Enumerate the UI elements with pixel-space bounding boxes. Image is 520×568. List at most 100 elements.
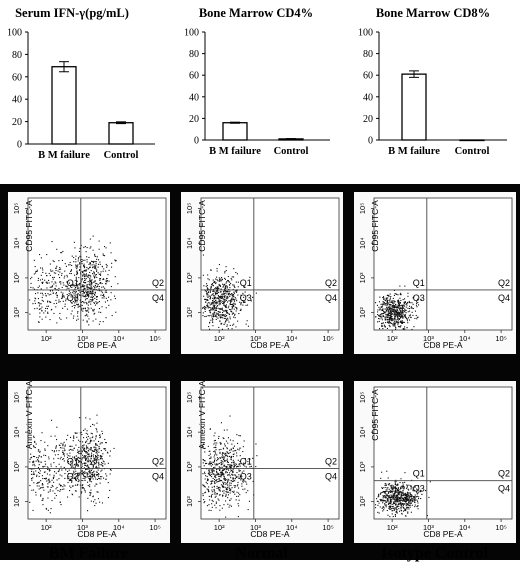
event-dot bbox=[95, 444, 97, 446]
flow-plot-cd95-normal: Q1 Q2 Q3 Q4 10² 10³ 10⁴ 10⁵ 10² 10³ 10⁴ 10⁵ CD8 PE-A… bbox=[181, 192, 343, 354]
event-dot bbox=[54, 471, 56, 473]
event-dot bbox=[413, 296, 415, 298]
event-dot bbox=[98, 259, 100, 261]
event-dot bbox=[90, 425, 92, 427]
event-dot bbox=[212, 303, 214, 305]
event-dot bbox=[389, 496, 391, 498]
event-dot bbox=[238, 449, 240, 451]
event-dot bbox=[29, 501, 31, 503]
event-dot bbox=[94, 267, 96, 269]
event-dot bbox=[95, 255, 97, 257]
event-dot bbox=[226, 310, 228, 312]
event-dot bbox=[234, 306, 236, 308]
event-dot bbox=[102, 253, 104, 255]
event-dot bbox=[205, 481, 207, 483]
event-dot bbox=[383, 302, 385, 304]
event-dot bbox=[237, 484, 239, 486]
event-dot bbox=[220, 280, 222, 282]
event-dot bbox=[95, 463, 97, 465]
event-dot bbox=[399, 318, 401, 320]
event-dot bbox=[87, 464, 89, 466]
event-dot bbox=[204, 447, 206, 449]
event-dot bbox=[83, 462, 85, 464]
event-dot bbox=[238, 477, 240, 479]
event-dot bbox=[212, 325, 214, 327]
event-dot bbox=[377, 309, 379, 311]
event-dot bbox=[398, 305, 400, 307]
event-dot bbox=[85, 455, 87, 457]
event-dot bbox=[213, 461, 215, 463]
event-dot bbox=[213, 470, 215, 472]
event-dot bbox=[30, 457, 32, 459]
event-dot bbox=[229, 318, 231, 320]
event-dot bbox=[77, 449, 79, 451]
event-dot bbox=[64, 449, 66, 451]
event-dot bbox=[392, 308, 394, 310]
event-dot bbox=[384, 317, 386, 319]
event-dot bbox=[93, 460, 95, 462]
event-dot bbox=[89, 484, 91, 486]
event-dot bbox=[398, 314, 400, 316]
event-dot bbox=[228, 292, 230, 294]
event-dot bbox=[102, 460, 104, 462]
x-tick-label: 10² bbox=[387, 523, 398, 532]
event-dot bbox=[99, 478, 101, 480]
event-dot bbox=[84, 277, 86, 279]
event-dot bbox=[240, 308, 242, 310]
event-dot bbox=[64, 450, 66, 452]
event-dot bbox=[395, 311, 397, 313]
event-dot bbox=[91, 437, 93, 439]
event-dot bbox=[395, 491, 397, 493]
event-dot bbox=[90, 303, 92, 305]
event-dot bbox=[396, 306, 398, 308]
event-dot bbox=[414, 485, 416, 487]
event-dot bbox=[56, 426, 58, 428]
event-dot bbox=[219, 442, 221, 444]
event-dot bbox=[95, 282, 97, 284]
event-dot bbox=[92, 249, 94, 251]
event-dot bbox=[390, 317, 392, 319]
event-dot bbox=[226, 448, 228, 450]
event-dot bbox=[414, 494, 416, 496]
event-dot bbox=[89, 437, 91, 439]
event-dot bbox=[227, 290, 229, 292]
event-dot bbox=[78, 277, 80, 279]
event-dot bbox=[49, 286, 51, 288]
event-dot bbox=[94, 292, 96, 294]
event-dot bbox=[225, 266, 227, 268]
event-dot bbox=[95, 460, 97, 462]
event-dot bbox=[411, 328, 413, 330]
event-dot bbox=[93, 454, 95, 456]
event-dot bbox=[225, 471, 227, 473]
event-dot bbox=[81, 290, 83, 292]
event-dot bbox=[231, 328, 233, 330]
event-dot bbox=[229, 324, 231, 326]
event-dot bbox=[41, 267, 43, 269]
event-dot bbox=[204, 460, 206, 462]
event-dot bbox=[92, 262, 94, 264]
event-dot bbox=[219, 490, 221, 492]
event-dot bbox=[403, 321, 405, 323]
event-dot bbox=[378, 301, 380, 303]
event-dot bbox=[378, 493, 380, 495]
event-dot bbox=[393, 494, 395, 496]
quadrant-label-q1: Q1 bbox=[413, 469, 425, 479]
event-dot bbox=[214, 451, 216, 453]
event-dot bbox=[234, 493, 236, 495]
event-dot bbox=[389, 491, 391, 493]
event-dot bbox=[38, 488, 40, 490]
event-dot bbox=[212, 313, 214, 315]
event-dot bbox=[228, 281, 230, 283]
event-dot bbox=[381, 322, 383, 324]
event-dot bbox=[227, 460, 229, 462]
event-dot bbox=[207, 274, 209, 276]
event-dot bbox=[379, 493, 381, 495]
event-dot bbox=[397, 322, 399, 324]
event-dot bbox=[91, 472, 93, 474]
event-dot bbox=[35, 270, 37, 272]
event-dot bbox=[87, 291, 89, 293]
event-dot bbox=[205, 491, 207, 493]
event-dot bbox=[83, 447, 85, 449]
y-tick-label: 10⁵ bbox=[185, 392, 194, 403]
